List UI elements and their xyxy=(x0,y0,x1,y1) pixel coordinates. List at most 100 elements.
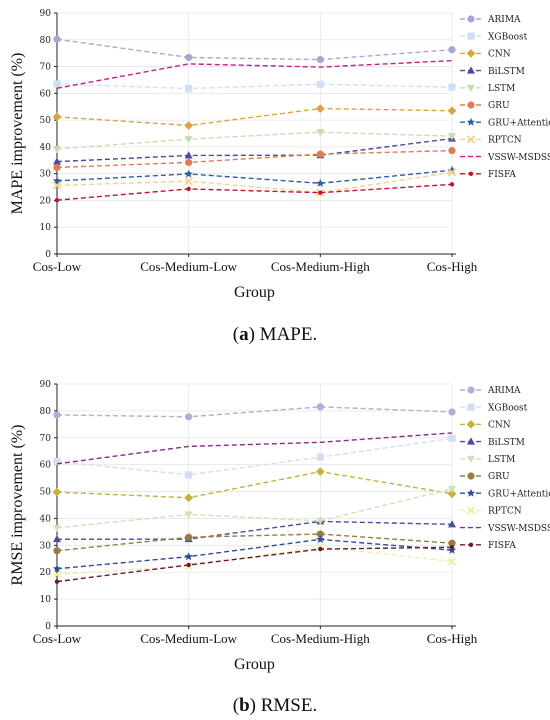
y-tick-label: 20 xyxy=(40,568,52,578)
data-point xyxy=(316,55,324,64)
legend-marker xyxy=(468,171,474,176)
series-gru-attention xyxy=(52,535,457,573)
legend-label: BiLSTM xyxy=(488,67,525,77)
data-point xyxy=(448,485,456,494)
legend-marker xyxy=(467,455,475,463)
series-lstm xyxy=(53,485,456,533)
data-point xyxy=(184,511,193,519)
y-tick-label: 60 xyxy=(40,89,52,99)
y-tick-label: 30 xyxy=(40,541,52,551)
data-point xyxy=(185,471,193,479)
data-point xyxy=(184,552,193,561)
legend-label: CNN xyxy=(488,421,511,431)
data-point xyxy=(316,150,324,158)
caption-letter: b xyxy=(239,695,250,716)
series-line xyxy=(56,59,453,89)
series-line xyxy=(56,546,453,576)
x-tick-label: Cos-High xyxy=(427,631,478,646)
legend-marker xyxy=(466,135,476,144)
y-tick-label: 80 xyxy=(40,407,52,417)
x-tick-label: Cos-Low xyxy=(33,631,82,646)
series-line xyxy=(56,470,453,499)
data-point xyxy=(53,146,61,154)
legend-marker xyxy=(467,101,475,109)
data-point xyxy=(447,557,457,566)
legend-label: FISFA xyxy=(488,541,516,551)
legend: ARIMA XGBoost CNN BiLSTM LSTM GRU GRU+Attentio… xyxy=(460,15,550,180)
data-point xyxy=(316,535,325,543)
series-line xyxy=(56,171,453,194)
legend-label: ARIMA xyxy=(487,386,521,396)
y-tick-label: 10 xyxy=(40,595,52,605)
x-tick-label: Cos-Low xyxy=(33,259,82,274)
legend-marker xyxy=(466,506,476,515)
y-tick-label: 40 xyxy=(40,143,52,153)
x-tick-label: Cos-Medium-High xyxy=(271,259,370,274)
data-point xyxy=(449,182,455,187)
data-point xyxy=(448,520,456,528)
legend-label: RPTCN xyxy=(488,507,522,517)
data-point xyxy=(447,545,457,554)
series-xgboost xyxy=(53,434,456,479)
legend-marker xyxy=(467,32,475,40)
chart-1: 0 10 20 30 40 50 60 70 80 90 Cos-Low Cos-Medium-Low… xyxy=(9,9,550,345)
y-axis-label: RMSE improvement (%) xyxy=(9,425,26,586)
data-point xyxy=(53,457,61,466)
legend-label: VSSW-MSDSS xyxy=(487,524,550,534)
series-fisfa xyxy=(54,182,455,203)
data-point xyxy=(449,545,455,550)
series-xgboost xyxy=(53,80,456,93)
legend-label: LSTM xyxy=(488,84,515,94)
legend-marker xyxy=(466,49,476,58)
data-point xyxy=(52,570,62,579)
series-line xyxy=(56,488,453,529)
data-point xyxy=(448,133,456,141)
x-tick-label: Cos-Medium-Low xyxy=(140,631,237,646)
series-line xyxy=(57,520,453,540)
series-line xyxy=(56,406,453,418)
data-point xyxy=(52,181,62,190)
data-point xyxy=(185,413,193,421)
series-gru xyxy=(53,530,456,555)
series-rptcn xyxy=(52,168,457,197)
series-line xyxy=(56,38,453,61)
legend-label: GRU+Attention xyxy=(488,489,550,499)
series-vssw-msdss xyxy=(56,432,453,465)
data-point xyxy=(316,530,324,538)
data-point xyxy=(54,197,60,203)
series-cnn xyxy=(52,104,457,130)
legend-marker xyxy=(467,386,475,394)
series-cnn xyxy=(52,467,457,503)
data-point xyxy=(184,169,193,178)
series-line xyxy=(56,546,453,583)
series-arima xyxy=(53,35,456,64)
series-lstm xyxy=(53,129,456,154)
series-line xyxy=(56,149,453,169)
x-tick-label: Cos-High xyxy=(427,259,478,274)
y-tick-label: 0 xyxy=(45,622,51,632)
series-line xyxy=(56,538,453,570)
data-point xyxy=(52,487,62,497)
data-point xyxy=(447,489,457,499)
data-point xyxy=(184,121,194,130)
legend-label: CNN xyxy=(488,50,511,60)
series-line xyxy=(56,183,453,201)
y-tick-label: 70 xyxy=(40,63,52,73)
data-point xyxy=(316,453,324,461)
data-point xyxy=(316,178,325,187)
x-axis-label: Group xyxy=(234,284,275,301)
data-point xyxy=(448,434,456,442)
series-line xyxy=(56,432,453,465)
data-point xyxy=(185,53,193,62)
chart-2: 0 10 20 30 40 50 60 70 80 90 Cos-Low Cos-Medium-Low… xyxy=(9,380,550,716)
series-line xyxy=(56,83,453,90)
series-line xyxy=(56,131,453,150)
data-point xyxy=(54,579,60,584)
data-point xyxy=(52,564,62,573)
legend-label: ARIMA xyxy=(487,15,521,25)
series-line xyxy=(56,107,453,127)
legend-label: RPTCN xyxy=(488,136,522,146)
data-point xyxy=(316,403,324,411)
x-tick-label: Cos-Medium-Low xyxy=(140,259,237,274)
series-bilstm xyxy=(53,517,456,543)
